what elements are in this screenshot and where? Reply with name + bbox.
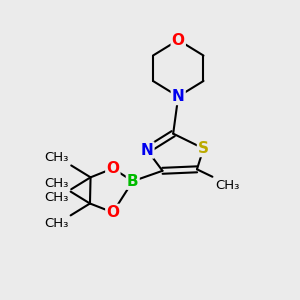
Text: CH₃: CH₃ xyxy=(44,151,69,164)
Text: CH₃: CH₃ xyxy=(44,177,68,190)
Text: O: O xyxy=(106,205,119,220)
Text: S: S xyxy=(198,141,209,156)
Text: O: O xyxy=(172,32,185,47)
Text: N: N xyxy=(141,142,153,158)
Text: CH₃: CH₃ xyxy=(44,191,69,204)
Text: CH₃: CH₃ xyxy=(44,217,68,230)
Text: B: B xyxy=(127,174,139,189)
Text: N: N xyxy=(172,89,184,104)
Text: CH₃: CH₃ xyxy=(215,179,240,192)
Text: O: O xyxy=(106,161,119,176)
